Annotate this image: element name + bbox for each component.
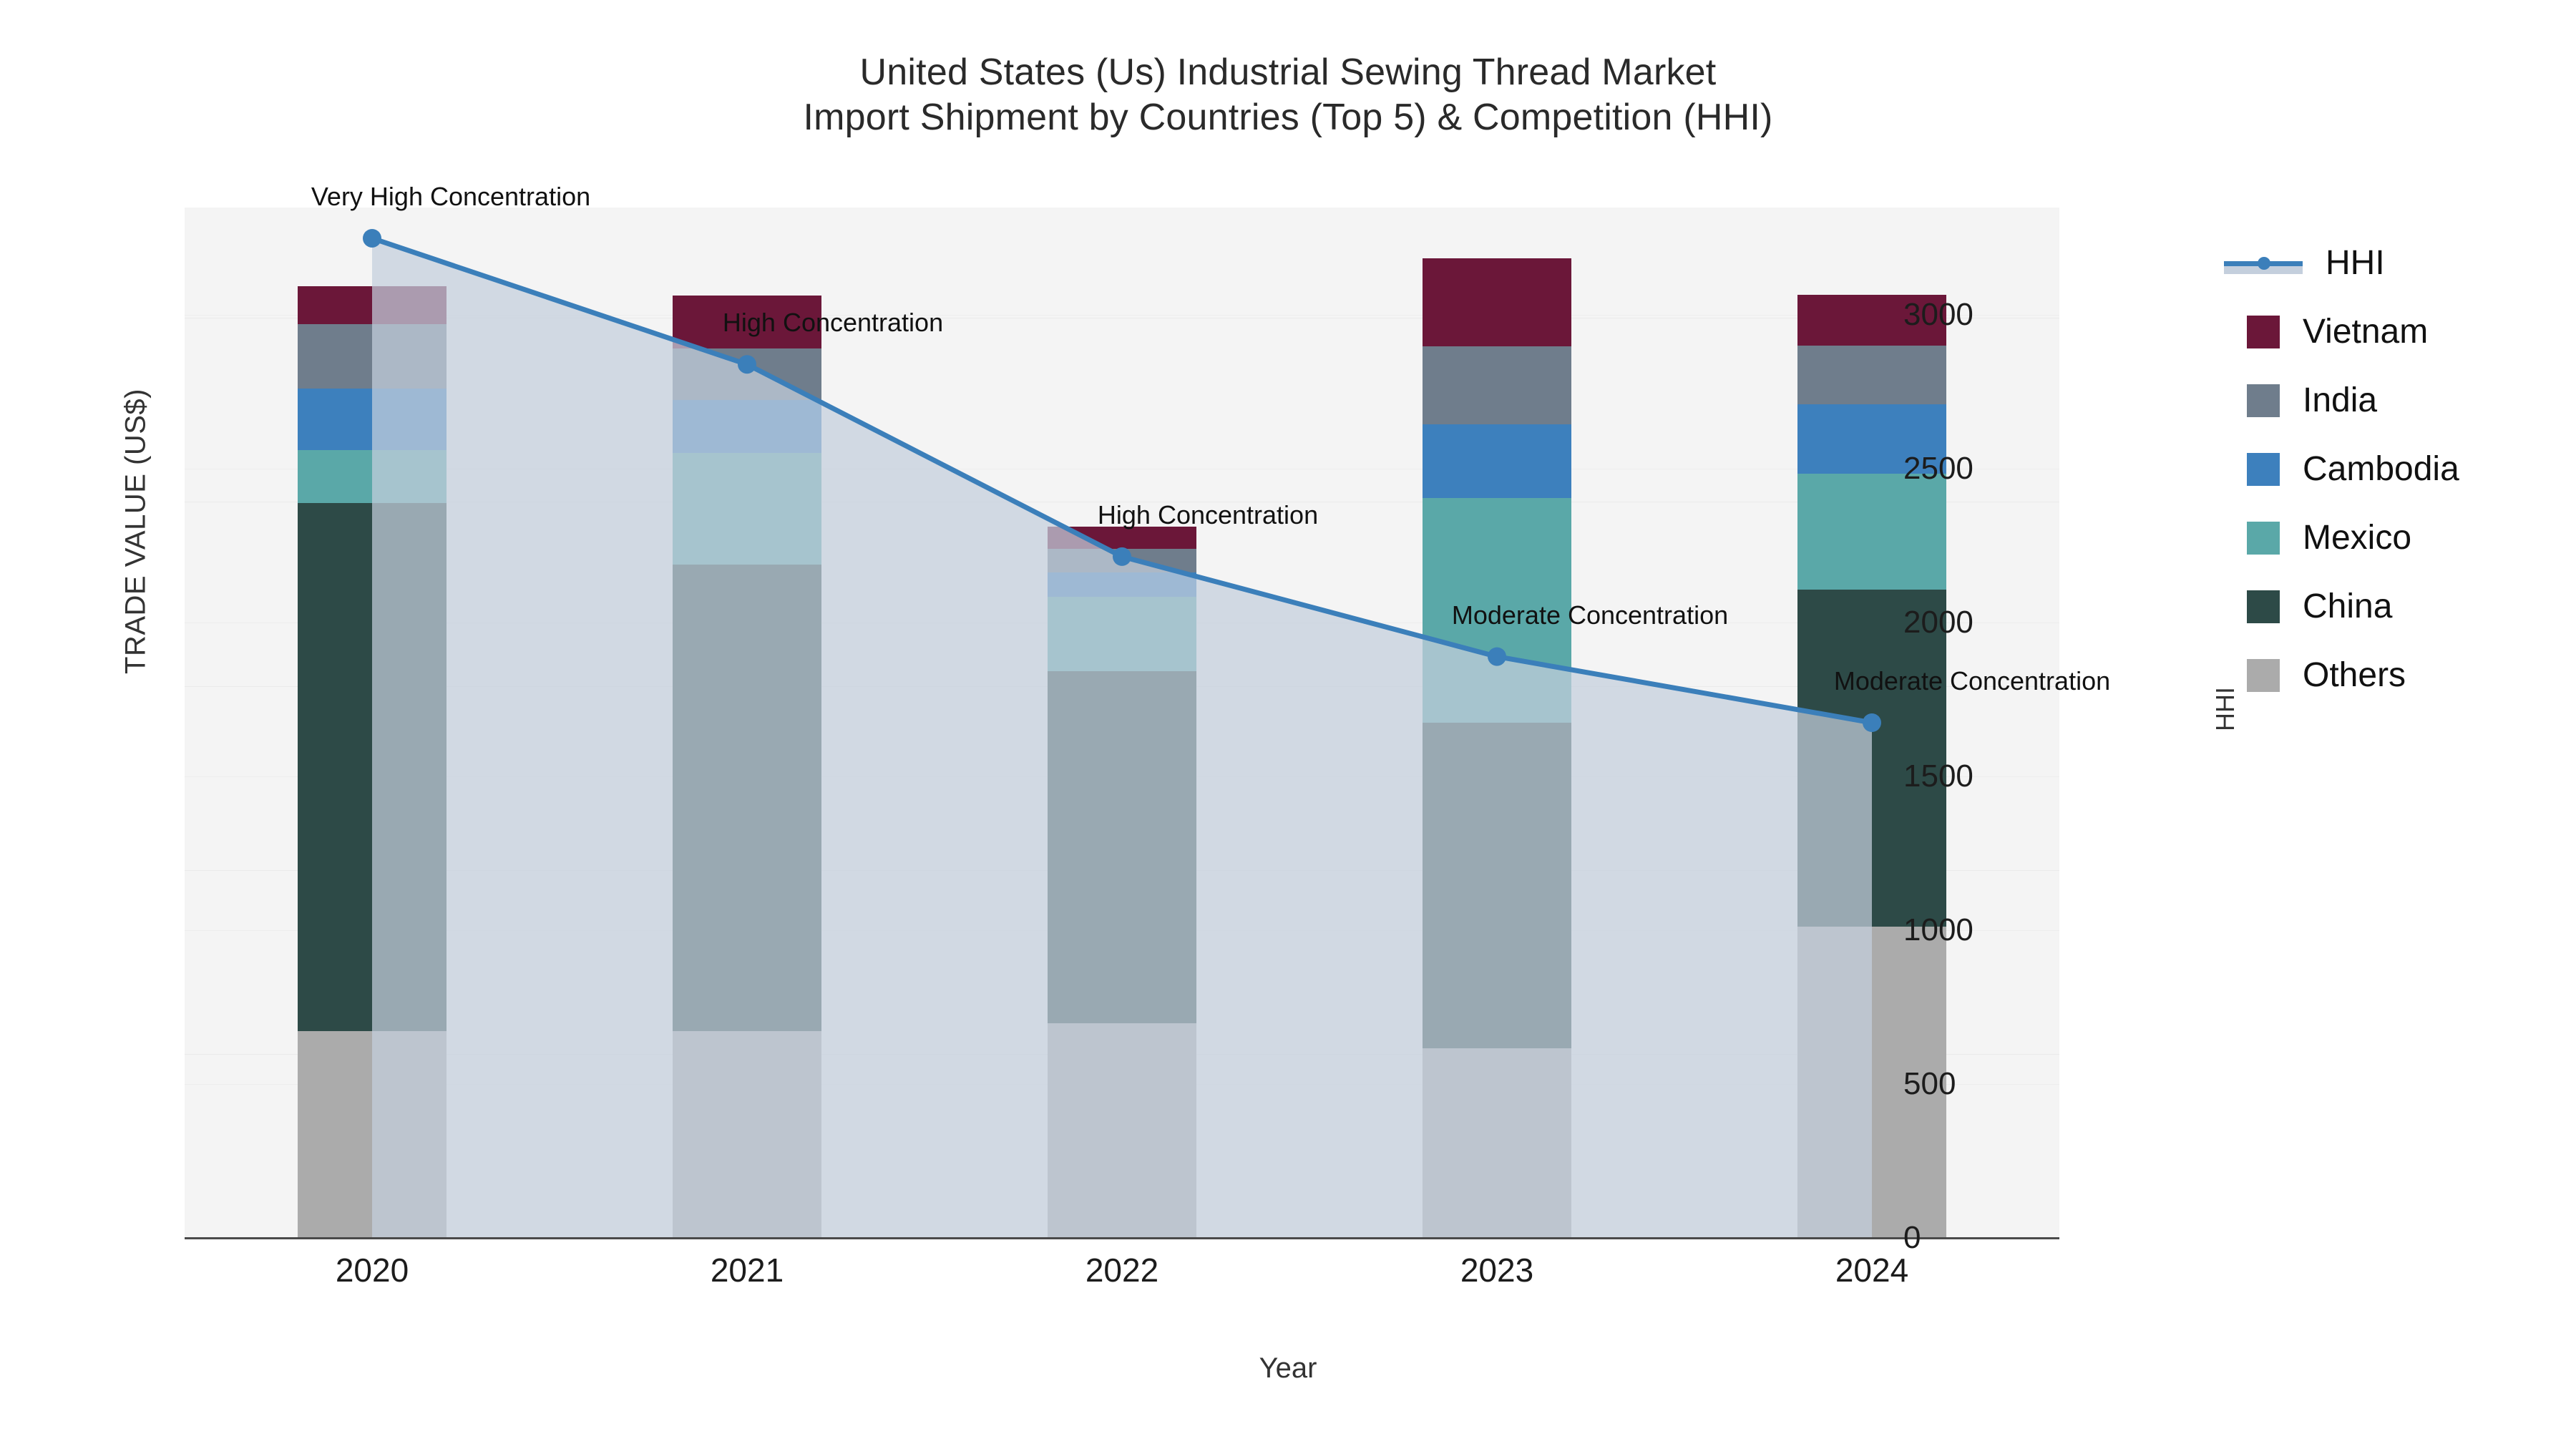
legend-swatch-icon — [2247, 590, 2280, 623]
legend: HHI Vietnam India Cambodia Mexico China Others — [2224, 229, 2562, 710]
legend-swatch-icon — [2247, 522, 2280, 555]
y-tick-right-5: 2500 — [1903, 451, 1974, 487]
legend-item-china[interactable]: China — [2247, 572, 2562, 641]
annotation-2020: Very High Concentration — [311, 182, 591, 211]
legend-item-cambodia[interactable]: Cambodia — [2247, 435, 2562, 504]
bar-segment-mexico-2024[interactable] — [1797, 473, 1946, 590]
x-axis-title: Year — [1259, 1352, 1317, 1384]
y-tick-right-2: 1000 — [1903, 912, 1974, 948]
legend-label: India — [2303, 381, 2378, 419]
hhi-marker-2024[interactable] — [1863, 713, 1881, 732]
bar-segment-cambodia-2024[interactable] — [1797, 404, 1946, 474]
annotation-2021: High Concentration — [722, 308, 944, 338]
bar-segment-cambodia-2023[interactable] — [1423, 424, 1571, 499]
hhi-marker-2021[interactable] — [738, 355, 756, 374]
hhi-marker-2023[interactable] — [1488, 647, 1506, 666]
y-axis-left-title: TRADE VALUE (US$) — [119, 389, 152, 674]
legend-label: HHI — [2326, 244, 2385, 282]
bar-segment-india-2024[interactable] — [1797, 345, 1946, 405]
bar-segment-vietnam-2021[interactable] — [673, 296, 821, 349]
legend-label: Cambodia — [2303, 450, 2459, 488]
bar-segment-india-2023[interactable] — [1423, 346, 1571, 425]
y-tick-right-1: 500 — [1903, 1066, 1956, 1102]
x-tick-2020: 2020 — [335, 1252, 409, 1289]
legend-item-others[interactable]: Others — [2247, 641, 2562, 710]
chart-title-line-1: United States (Us) Industrial Sewing Thr… — [859, 52, 1717, 93]
plot-area: Very High Concentration High Concentratio… — [185, 182, 2110, 1239]
legend-item-india[interactable]: India — [2247, 366, 2562, 435]
x-axis-line — [185, 1237, 2059, 1239]
chart-title: United States (Us) Industrial Sewing Thr… — [0, 50, 2576, 141]
x-tick-2023: 2023 — [1460, 1252, 1534, 1289]
chart-title-line-2: Import Shipment by Countries (Top 5) & C… — [803, 97, 1773, 139]
legend-label: China — [2303, 587, 2393, 625]
y-tick-right-3: 1500 — [1903, 758, 1974, 794]
legend-item-mexico[interactable]: Mexico — [2247, 504, 2562, 572]
legend-swatch-icon — [2247, 316, 2280, 348]
y-axis-right-title: HHI — [2210, 687, 2240, 731]
legend-item-hhi[interactable]: HHI — [2224, 229, 2562, 298]
legend-line-marker-icon — [2224, 247, 2303, 280]
x-tick-2021: 2021 — [710, 1252, 784, 1289]
y-tick-right-0: 0 — [1903, 1220, 1921, 1255]
hhi-marker-2022[interactable] — [1113, 547, 1131, 566]
bar-segment-vietnam-2023[interactable] — [1423, 258, 1571, 347]
hhi-series — [363, 228, 1881, 1238]
gridline-right-6 — [185, 315, 2059, 316]
annotation-2023: Moderate Concentration — [1451, 600, 1729, 630]
annotation-2024: Moderate Concentration — [1833, 666, 2111, 696]
y-tick-right-4: 2000 — [1903, 605, 1974, 640]
x-tick-2024: 2024 — [1835, 1252, 1909, 1289]
legend-label: Mexico — [2303, 519, 2412, 557]
legend-label: Vietnam — [2303, 313, 2429, 351]
legend-label: Others — [2303, 656, 2406, 694]
hhi-marker-2020[interactable] — [363, 228, 381, 248]
x-tick-2022: 2022 — [1085, 1252, 1159, 1289]
legend-swatch-icon — [2247, 384, 2280, 417]
hhi-area-fill — [372, 238, 1872, 1238]
legend-swatch-icon — [2247, 453, 2280, 486]
legend-item-vietnam[interactable]: Vietnam — [2247, 298, 2562, 366]
legend-swatch-icon — [2247, 659, 2280, 692]
bar-segment-vietnam-2024[interactable] — [1797, 294, 1946, 346]
y-tick-right-6: 3000 — [1903, 297, 1974, 333]
annotation-2022: High Concentration — [1097, 499, 1319, 530]
